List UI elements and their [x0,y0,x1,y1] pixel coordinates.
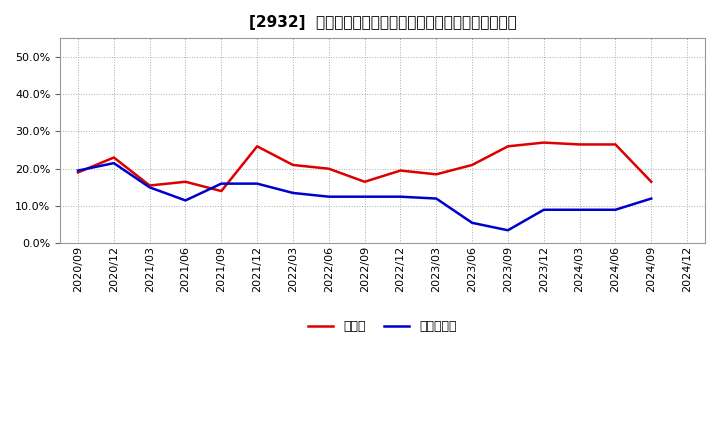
有利子負債 [289,191,297,196]
有利子負債 [217,181,225,186]
現預金 [396,168,405,173]
現預金 [539,140,548,145]
有利子負債 [647,196,656,201]
有利子負債 [360,194,369,199]
現預金 [181,179,190,184]
有利子負債 [396,194,405,199]
現預金 [360,179,369,184]
現預金 [217,188,225,194]
有利子負債 [181,198,190,203]
現預金 [432,172,441,177]
有利子負債 [432,196,441,201]
Line: 有利子負債: 有利子負債 [78,163,652,230]
現預金 [611,142,620,147]
現預金 [73,170,82,175]
現預金 [289,162,297,168]
現預金 [253,144,261,149]
有利子負債 [575,207,584,213]
有利子負債 [253,181,261,186]
Title: [2932]  現預金、有利子負債の総資産に対する比率の推移: [2932] 現預金、有利子負債の総資産に対する比率の推移 [248,15,516,30]
有利子負債 [73,168,82,173]
現預金 [575,142,584,147]
現預金 [325,166,333,171]
現預金 [647,179,656,184]
現預金 [503,144,512,149]
有利子負債 [468,220,477,225]
有利子負債 [503,227,512,233]
現預金 [145,183,154,188]
有利子負債 [611,207,620,213]
現預金 [468,162,477,168]
有利子負債 [539,207,548,213]
有利子負債 [145,185,154,190]
有利子負債 [109,161,118,166]
有利子負債 [325,194,333,199]
Legend: 現預金, 有利子負債: 現預金, 有利子負債 [303,315,462,338]
Line: 現預金: 現預金 [78,143,652,191]
現預金 [109,155,118,160]
